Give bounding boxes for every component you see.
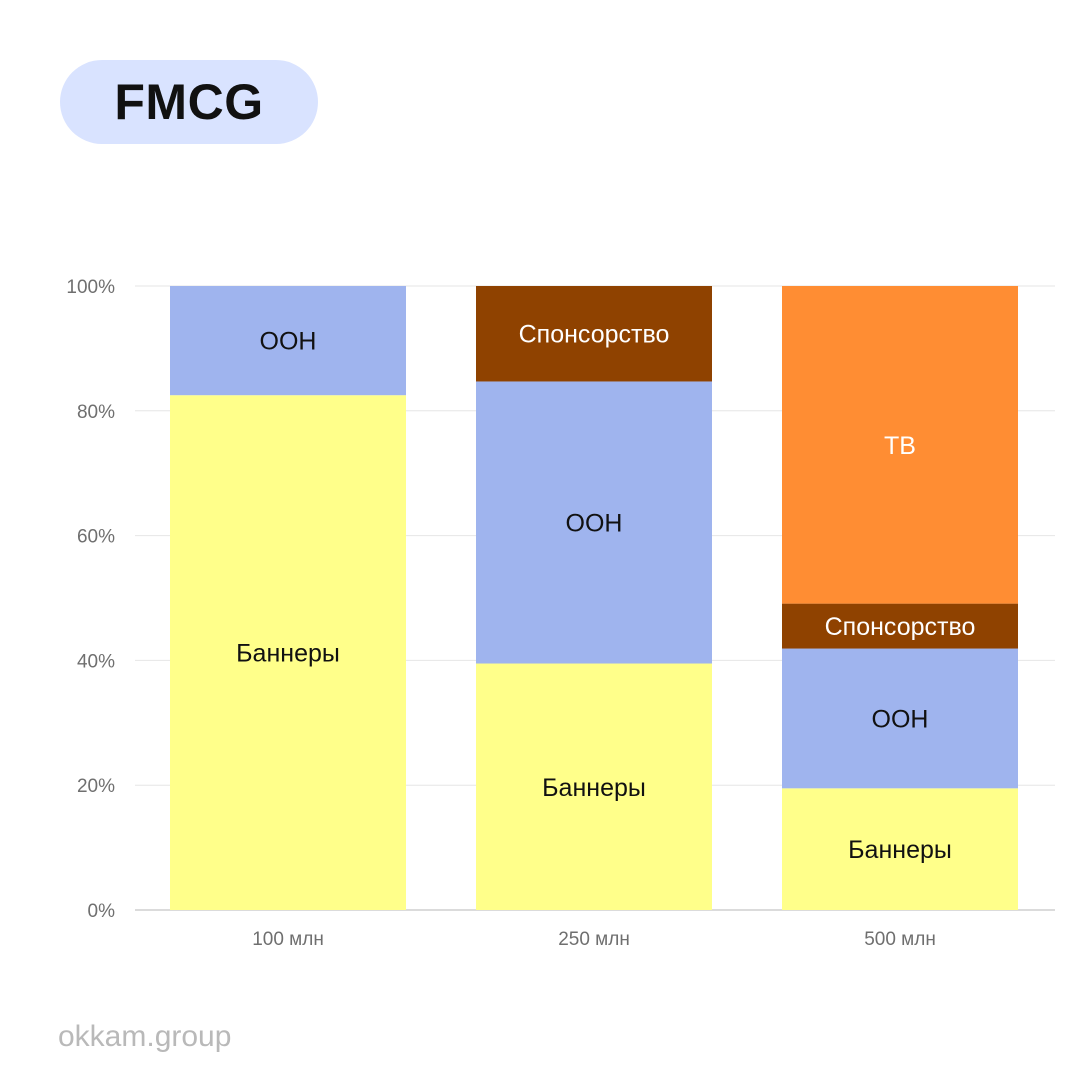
x-tick-label: 100 млн [252,929,324,950]
bar-segment [782,603,1018,649]
bar-segment [782,648,1018,789]
bar-segment-label: Спонсорство [519,321,670,349]
bar-segment-label: Баннеры [236,640,340,668]
bar-segment-label: Баннеры [848,836,952,864]
bar-segment [170,286,406,396]
bar-segment [782,788,1018,910]
bar-segment-label: ООН [260,328,317,356]
bar-segment-label: ООН [872,705,929,733]
y-tick-label: 60% [77,527,115,548]
brand-footer: okkam.group [58,1020,232,1053]
bar-segment [782,286,1018,604]
bar-segment-label: Баннеры [542,774,646,802]
y-tick-label: 80% [77,402,115,423]
bar-segment [476,286,712,382]
y-tick-label: 0% [88,901,116,922]
bar-segment-label: Спонсорство [825,613,976,641]
page-title: FMCG [114,74,264,130]
stacked-bar-chart: 0% 20% 40% 60% 80% 100% Баннеры ООН 100 млн Банне… [66,277,1055,950]
bar-segment [476,381,712,664]
y-tick-label: 20% [77,776,115,797]
title-badge: FMCG [60,60,318,144]
y-tick-label: 40% [77,651,115,672]
x-tick-label: 250 млн [558,929,630,950]
bar-segment [170,395,406,910]
bar-segment-label: ООН [566,509,623,537]
bar-segment [476,663,712,910]
x-tick-label: 500 млн [864,929,936,950]
bar-segment-label: ТВ [884,432,916,460]
y-tick-label: 100% [66,277,115,298]
